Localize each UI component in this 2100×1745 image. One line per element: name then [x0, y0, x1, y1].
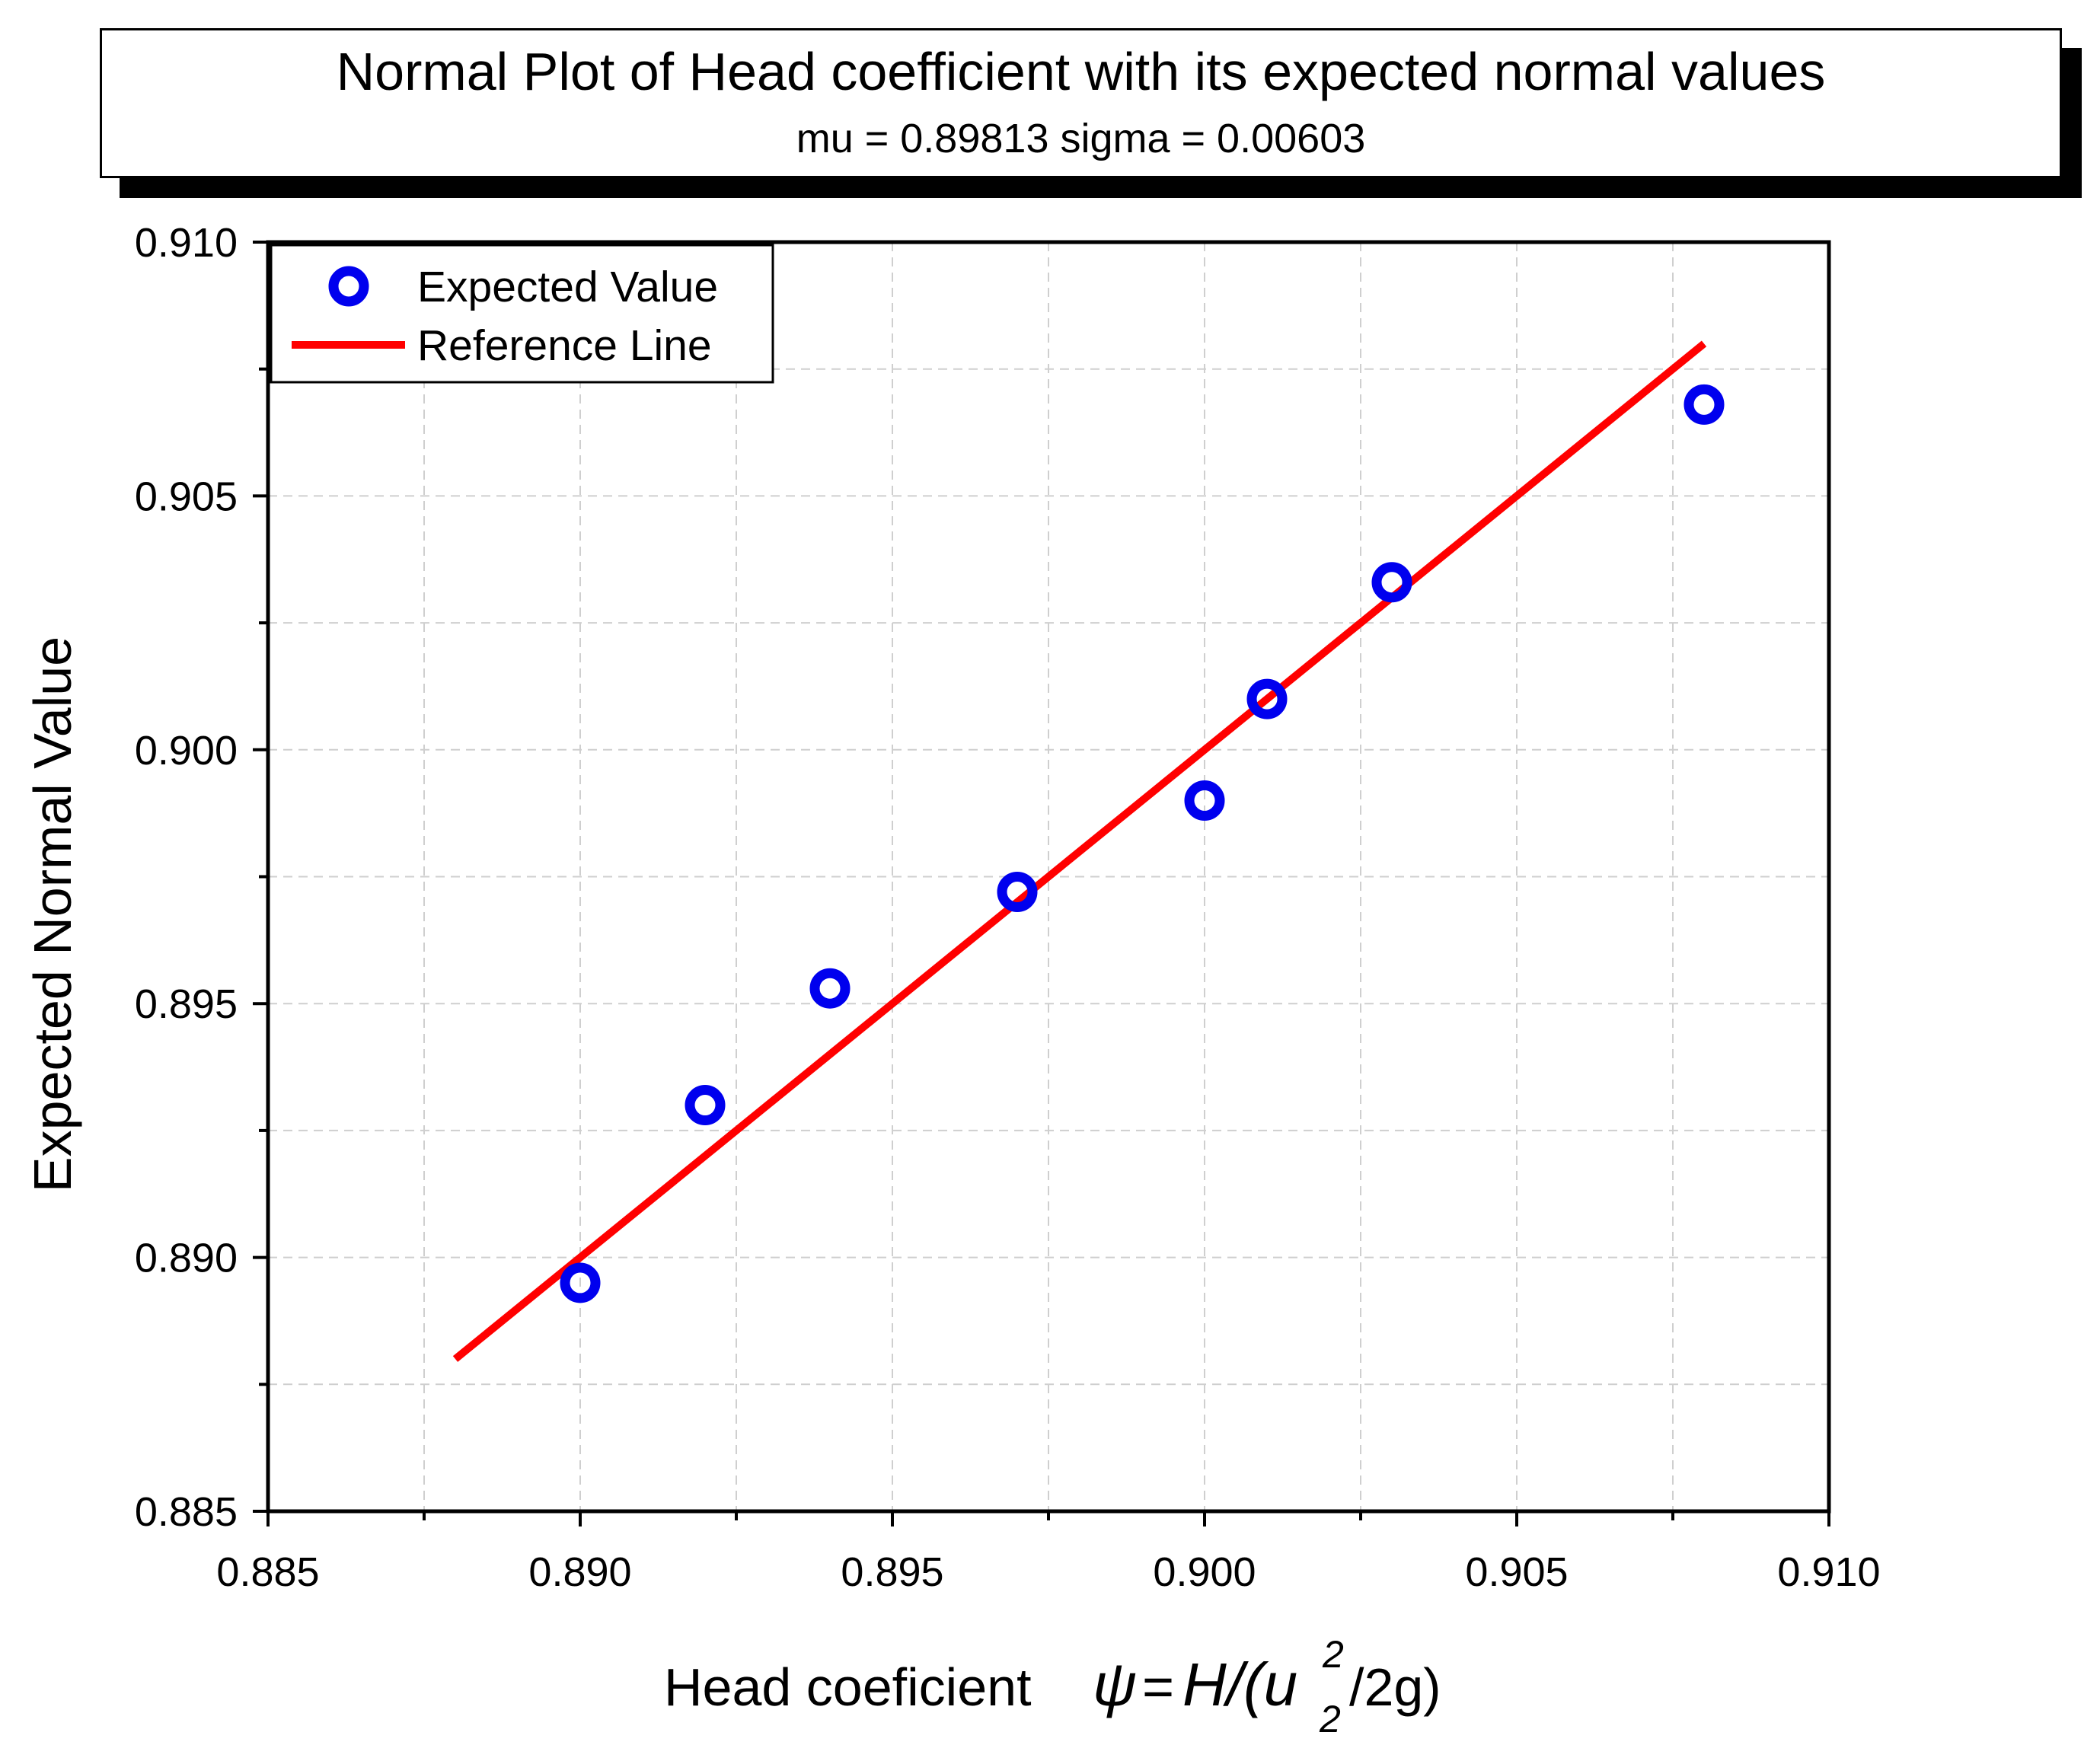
x-axis-label-sub: 2	[1319, 1698, 1341, 1740]
series	[452, 340, 1725, 1362]
x-tick-label: 0.910	[1777, 1549, 1880, 1595]
y-tick-label: 0.910	[135, 220, 238, 266]
data-point	[1371, 562, 1412, 603]
reference-line	[452, 340, 1707, 1362]
y-tick-label: 0.885	[135, 1489, 238, 1535]
y-axis-label: Expected Normal Value	[23, 636, 82, 1192]
legend-marker-expected-value	[328, 266, 369, 307]
legend-label-reference-line: Reference Line	[417, 321, 712, 370]
y-tick-label: 0.900	[135, 728, 238, 774]
data-point	[560, 1262, 601, 1303]
x-axis-label-tail: /2g)	[1349, 1657, 1441, 1717]
x-tick-label: 0.900	[1153, 1549, 1256, 1595]
chart-title: Normal Plot of Head coefficient with its…	[336, 42, 1826, 101]
x-tick-label: 0.885	[216, 1549, 319, 1595]
legend-label-expected-value: Expected Value	[417, 263, 718, 311]
y-tick-label: 0.905	[135, 474, 238, 519]
ticks: 0.885 0.890 0.895 0.900 0.905 0.910 0.885 0.890…	[135, 220, 1881, 1595]
x-tick-label: 0.895	[841, 1549, 943, 1595]
data-point	[1684, 384, 1725, 425]
x-tick-label: 0.905	[1465, 1549, 1568, 1595]
title-box: Normal Plot of Head coefficient with its…	[100, 28, 2062, 178]
data-point	[1184, 780, 1225, 821]
legend: Expected Value Reference Line	[270, 244, 774, 384]
y-tick-label: 0.895	[135, 981, 238, 1027]
x-axis-label-psi: ψ	[1093, 1651, 1137, 1718]
x-axis-label-sup: 2	[1322, 1633, 1344, 1676]
x-axis-label-eq: =	[1142, 1657, 1174, 1718]
data-point	[685, 1085, 726, 1126]
x-axis-label-text: Head coeficient	[664, 1657, 1032, 1717]
x-axis-label: Head coeficient ψ = H/(u 2 2 /2g)	[664, 1633, 1441, 1740]
x-axis-label-h: H/(u	[1182, 1651, 1297, 1718]
data-point	[997, 872, 1038, 913]
data-point	[809, 968, 851, 1009]
data-point	[1246, 678, 1288, 719]
y-tick-label: 0.890	[135, 1236, 238, 1281]
chart-subtitle: mu = 0.89813 sigma = 0.00603	[796, 116, 1366, 161]
x-tick-label: 0.890	[528, 1549, 631, 1595]
